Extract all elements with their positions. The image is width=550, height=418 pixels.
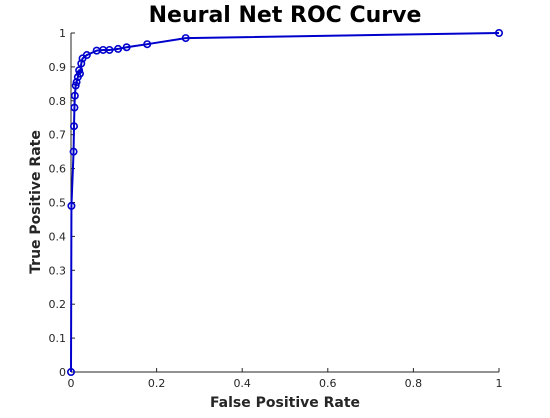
series-group bbox=[67, 28, 503, 376]
roc-data-point bbox=[69, 147, 78, 156]
roc-data-point bbox=[70, 103, 79, 112]
x-tick-label: 0.8 bbox=[405, 377, 423, 390]
roc-data-point bbox=[67, 201, 76, 210]
x-tick-label: 1 bbox=[496, 377, 503, 390]
x-tick-label: 0 bbox=[68, 377, 75, 390]
axes bbox=[70, 33, 499, 373]
roc-data-point bbox=[77, 59, 86, 68]
y-tick-label: 0.7 bbox=[49, 129, 67, 142]
roc-data-point bbox=[75, 66, 84, 75]
y-tick-label: 0.8 bbox=[49, 95, 67, 108]
roc-data-point bbox=[67, 367, 76, 376]
roc-data-point bbox=[114, 44, 123, 53]
y-axis-label: True Positive Rate bbox=[28, 130, 44, 274]
x-axis-label: False Positive Rate bbox=[210, 395, 360, 411]
y-tick-label: 0.5 bbox=[49, 197, 67, 210]
ticks: 0 0.2 0.4 0.6 0.8 1 0 0.1 0.2 0.3 0.4 0.5 0.6 0.7 0.8 0… bbox=[49, 27, 503, 390]
y-tick-label: 0.4 bbox=[49, 230, 67, 243]
x-tick-label: 0.4 bbox=[233, 377, 251, 390]
chart-title: Neural Net ROC Curve bbox=[149, 3, 422, 28]
y-tick-label: 0.3 bbox=[49, 264, 67, 277]
y-tick-label: 0.6 bbox=[49, 163, 67, 176]
y-tick-label: 0.2 bbox=[49, 298, 67, 311]
y-tick-label: 1 bbox=[59, 27, 66, 40]
roc-data-point bbox=[494, 28, 503, 37]
x-tick-label: 0.2 bbox=[148, 377, 166, 390]
roc-data-point bbox=[143, 40, 152, 49]
roc-data-point bbox=[70, 122, 79, 131]
roc-data-point bbox=[75, 69, 84, 78]
roc-data-point bbox=[122, 43, 131, 52]
y-tick-label: 0 bbox=[59, 366, 66, 379]
y-tick-label: 0.1 bbox=[49, 332, 67, 345]
x-tick-label: 0.6 bbox=[319, 377, 337, 390]
y-tick-label: 0.9 bbox=[49, 61, 67, 74]
roc-data-point bbox=[70, 91, 79, 100]
roc-data-point bbox=[105, 45, 114, 54]
roc-data-point bbox=[71, 81, 80, 90]
roc-data-point bbox=[181, 34, 190, 43]
roc-data-point bbox=[72, 78, 81, 87]
roc-series-line bbox=[70, 32, 500, 373]
roc-data-point bbox=[82, 51, 91, 60]
